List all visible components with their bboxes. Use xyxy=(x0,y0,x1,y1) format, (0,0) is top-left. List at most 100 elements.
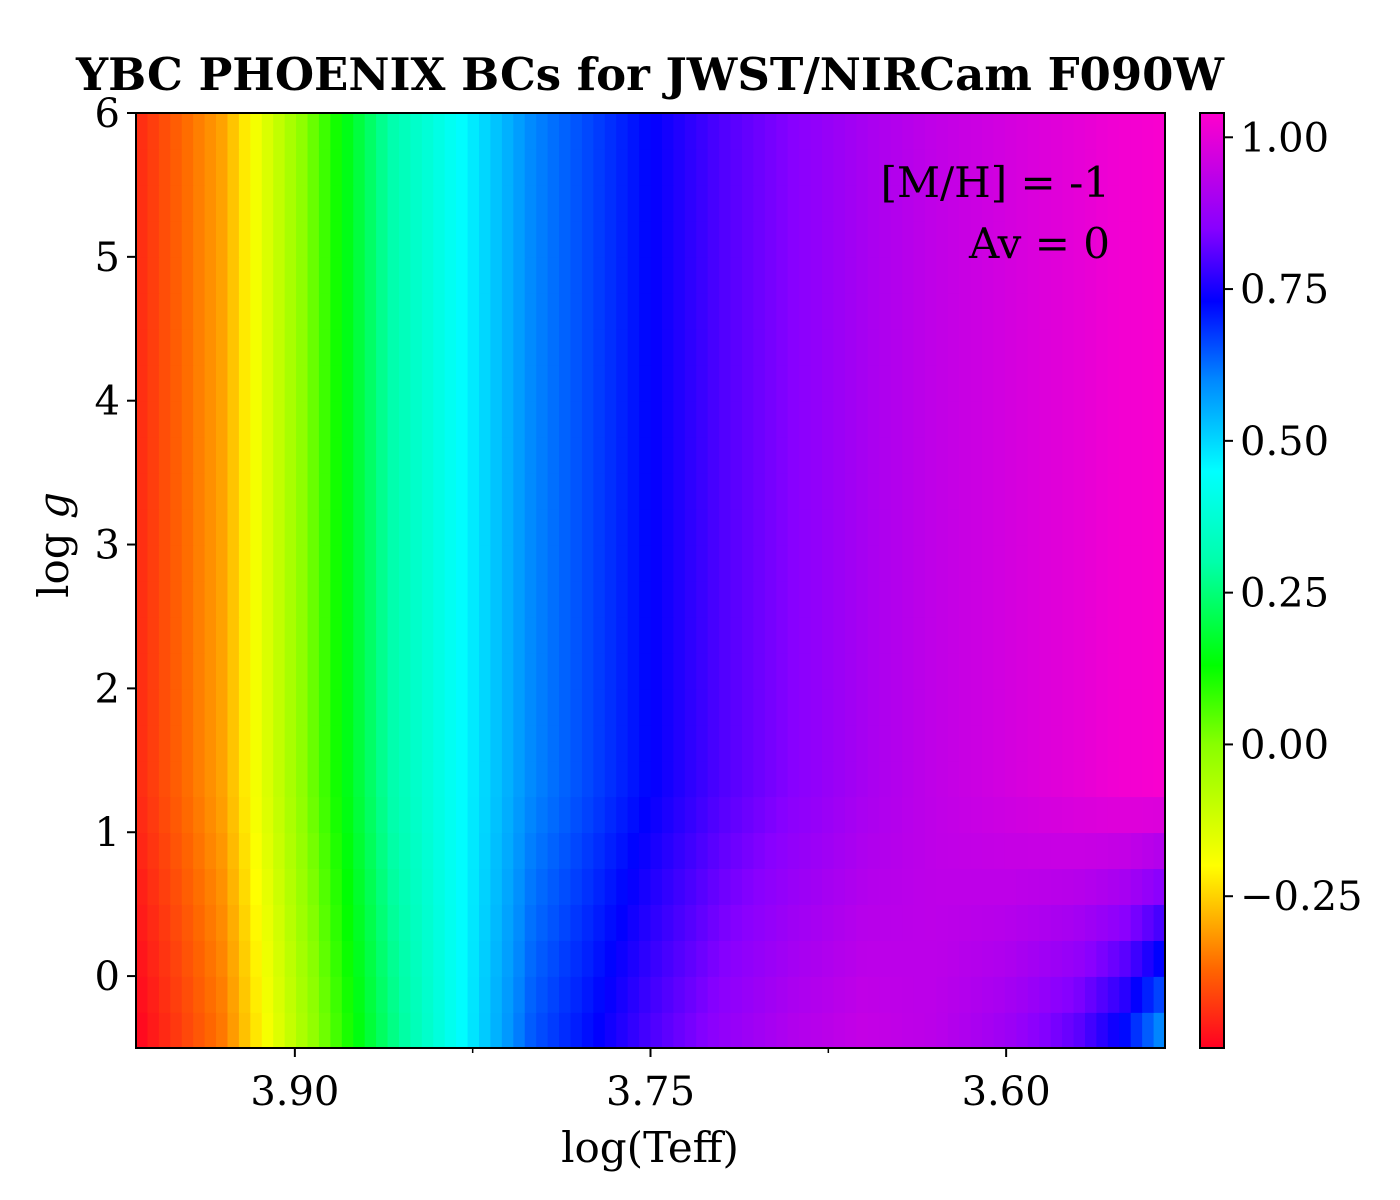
heatmap-cell xyxy=(684,436,698,474)
heatmap-cell xyxy=(238,1012,252,1048)
heatmap-cell xyxy=(398,184,412,222)
heatmap-cell xyxy=(1096,688,1109,726)
heatmap-cell xyxy=(341,436,355,474)
heatmap-cell xyxy=(1107,940,1121,977)
heatmap-cell xyxy=(284,724,297,762)
heatmap-cell xyxy=(856,544,869,582)
heatmap-cell xyxy=(982,544,995,582)
heatmap-cell xyxy=(787,472,800,510)
heatmap-cell xyxy=(330,580,343,618)
heatmap-cell xyxy=(433,616,446,654)
heatmap-cell xyxy=(1050,256,1063,294)
heatmap-cell xyxy=(947,760,960,798)
heatmap-cell xyxy=(867,544,880,582)
heatmap-cell xyxy=(307,652,320,690)
heatmap-cell xyxy=(764,688,778,726)
heatmap-cell xyxy=(1062,364,1075,402)
heatmap-cell xyxy=(250,832,263,869)
heatmap-cell xyxy=(913,364,926,402)
heatmap-cell xyxy=(879,400,892,438)
heatmap-cell xyxy=(890,328,903,366)
heatmap-cell xyxy=(627,1012,640,1048)
heatmap-cell xyxy=(181,724,194,762)
heatmap-cell xyxy=(970,688,983,726)
heatmap-cell xyxy=(318,292,332,330)
heatmap-cell xyxy=(856,868,869,905)
heatmap-cell xyxy=(844,832,858,869)
heatmap-cell xyxy=(421,652,435,690)
heatmap-cell xyxy=(1004,400,1018,438)
heatmap-cell xyxy=(1062,904,1075,941)
heatmap-cell xyxy=(318,472,332,510)
heatmap-cell xyxy=(398,796,412,834)
heatmap-cell xyxy=(364,904,377,941)
heatmap-cell xyxy=(490,832,503,869)
heatmap-cell xyxy=(787,220,800,258)
heatmap-cell xyxy=(867,148,880,186)
heatmap-cell xyxy=(273,652,286,690)
heatmap-cell xyxy=(661,868,675,905)
heatmap-cell xyxy=(238,796,252,834)
heatmap-cell xyxy=(513,832,526,869)
heatmap-cell xyxy=(822,904,835,941)
heatmap-cell xyxy=(1016,292,1029,330)
heatmap-cell xyxy=(547,760,560,798)
heatmap-cell xyxy=(696,148,709,186)
heatmap-cell xyxy=(661,580,675,618)
heatmap-cell xyxy=(696,724,709,762)
heatmap-cell xyxy=(330,652,343,690)
heatmap-cell xyxy=(650,688,663,726)
heatmap-cell xyxy=(250,652,263,690)
heatmap-cell xyxy=(513,292,526,330)
heatmap-cell xyxy=(673,580,686,618)
heatmap-cell xyxy=(479,292,492,330)
heatmap-cell xyxy=(147,580,160,618)
heatmap-cell xyxy=(547,364,560,402)
heatmap-cell xyxy=(456,652,469,690)
heatmap-cell xyxy=(844,976,858,1013)
heatmap-cell xyxy=(376,400,389,438)
heatmap-cell xyxy=(307,184,320,222)
heatmap-cell xyxy=(822,184,835,222)
heatmap-cell xyxy=(273,220,286,258)
heatmap-cell xyxy=(204,256,217,294)
heatmap-cell xyxy=(1004,796,1018,834)
heatmap-cell xyxy=(799,580,812,618)
heatmap-cell xyxy=(810,724,823,762)
heatmap-cell xyxy=(216,832,229,869)
heatmap-cell xyxy=(216,220,229,258)
heatmap-cell xyxy=(867,256,880,294)
heatmap-cell xyxy=(364,652,377,690)
heatmap-cell xyxy=(616,976,629,1013)
heatmap-cell xyxy=(467,688,480,726)
heatmap-cell xyxy=(730,400,743,438)
heatmap-cell xyxy=(673,472,686,510)
heatmap-cell xyxy=(136,472,149,510)
heatmap-cell xyxy=(970,400,983,438)
heatmap-cell xyxy=(570,976,583,1013)
heatmap-cell xyxy=(799,832,812,869)
heatmap-cell xyxy=(570,688,583,726)
heatmap-cell xyxy=(1142,256,1155,294)
heatmap-cell xyxy=(867,652,880,690)
heatmap-cell xyxy=(136,113,149,150)
heatmap-cell xyxy=(433,544,446,582)
heatmap-cell xyxy=(376,580,389,618)
heatmap-cell xyxy=(398,688,412,726)
heatmap-cell xyxy=(261,544,274,582)
heatmap-cell xyxy=(947,832,960,869)
heatmap-cell xyxy=(490,724,503,762)
heatmap-cell xyxy=(741,292,755,330)
heatmap-cell xyxy=(467,868,480,905)
heatmap-cell xyxy=(147,688,160,726)
heatmap-cell xyxy=(616,364,629,402)
heatmap-cell xyxy=(970,292,983,330)
heatmap-cell xyxy=(753,688,766,726)
heatmap-cell xyxy=(181,148,194,186)
heatmap-cell xyxy=(913,292,926,330)
heatmap-cell xyxy=(387,364,400,402)
heatmap-cell xyxy=(204,652,217,690)
heatmap-cell xyxy=(753,436,766,474)
heatmap-cell xyxy=(318,220,332,258)
heatmap-cell xyxy=(810,364,823,402)
